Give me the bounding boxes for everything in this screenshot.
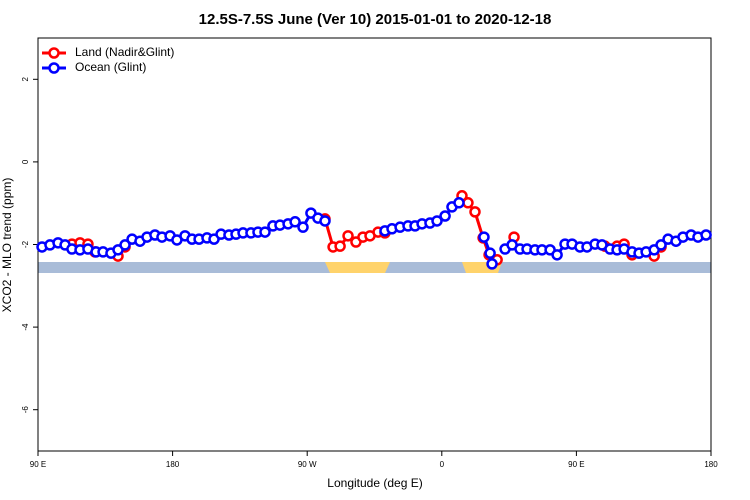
x-axis-label: Longitude (deg E) — [327, 476, 422, 490]
point — [486, 258, 498, 270]
legend-marker — [48, 47, 60, 59]
point — [342, 230, 354, 242]
y-tick-label: -6 — [21, 406, 30, 414]
point — [655, 239, 667, 251]
point — [484, 247, 496, 259]
point — [319, 215, 331, 227]
legend-marker — [48, 62, 60, 74]
map-strip — [38, 262, 711, 273]
x-tick-label: 90 E — [30, 460, 46, 469]
point — [469, 206, 481, 218]
point — [478, 231, 490, 243]
x-tick-label: 180 — [166, 460, 180, 469]
point — [453, 197, 465, 209]
legend-label: Land (Nadir&Glint) — [75, 45, 174, 59]
point — [439, 210, 451, 222]
point — [700, 229, 712, 241]
x-tick-label: 90 W — [298, 460, 317, 469]
x-tick-label: 90 E — [568, 460, 584, 469]
chart-title: 12.5S-7.5S June (Ver 10) 2015-01-01 to 2… — [199, 11, 552, 28]
point — [431, 215, 443, 227]
y-tick-label: 0 — [21, 159, 30, 164]
legend-label: Ocean (Glint) — [75, 60, 146, 74]
point — [297, 221, 309, 233]
series-line — [71, 194, 663, 262]
y-tick-label: -4 — [21, 323, 30, 331]
y-axis-label: XCO2 - MLO trend (ppm) — [0, 178, 14, 313]
point — [551, 249, 563, 261]
x-tick-label: 180 — [704, 460, 718, 469]
y-tick-label: 2 — [21, 77, 30, 82]
point — [334, 240, 346, 252]
point — [119, 239, 131, 251]
point — [259, 226, 271, 238]
point — [462, 197, 474, 209]
point — [289, 216, 301, 228]
x-tick-label: 0 — [440, 460, 445, 469]
y-tick-label: -2 — [21, 240, 30, 248]
